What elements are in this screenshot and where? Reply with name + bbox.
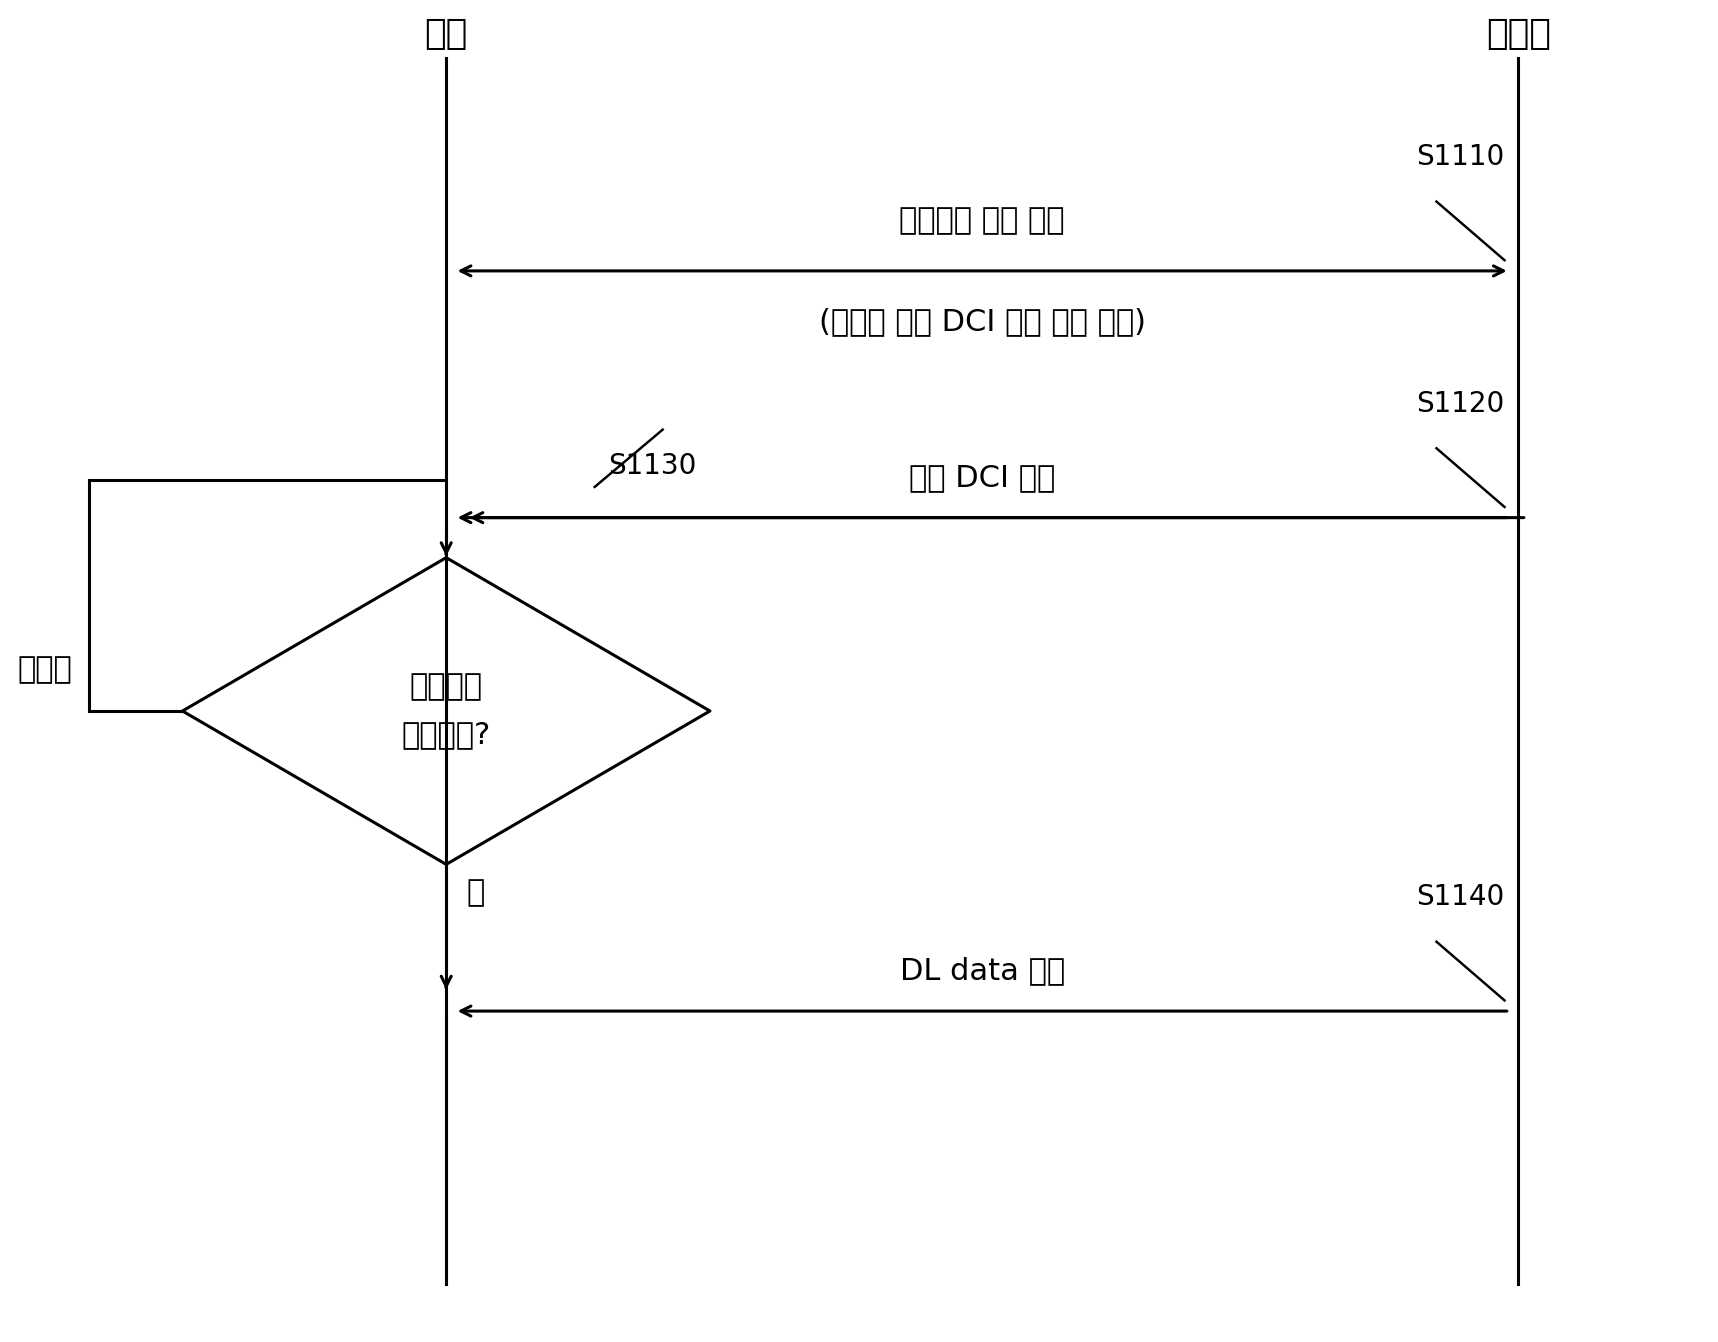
Text: S1120: S1120 bbox=[1416, 389, 1505, 417]
Text: 하향링크: 하향링크 bbox=[409, 672, 483, 702]
Text: (단말로 슬림 DCI 전용 자원 할당): (단말로 슬림 DCI 전용 자원 할당) bbox=[819, 307, 1146, 336]
Text: 네트워크 접속 절차: 네트워크 접속 절차 bbox=[900, 205, 1065, 235]
Text: 예: 예 bbox=[467, 878, 484, 907]
Text: 슬림 DCI 수신: 슬림 DCI 수신 bbox=[909, 463, 1055, 493]
Text: S1130: S1130 bbox=[608, 452, 696, 480]
Text: DL data 수신: DL data 수신 bbox=[900, 957, 1065, 985]
Text: S1140: S1140 bbox=[1416, 883, 1505, 911]
Text: 아니오: 아니오 bbox=[17, 655, 72, 684]
Text: S1110: S1110 bbox=[1416, 142, 1505, 170]
Text: 단말: 단말 bbox=[424, 17, 467, 51]
Text: 기지국: 기지국 bbox=[1486, 17, 1551, 51]
Text: 스케줄링?: 스케줄링? bbox=[402, 721, 491, 750]
